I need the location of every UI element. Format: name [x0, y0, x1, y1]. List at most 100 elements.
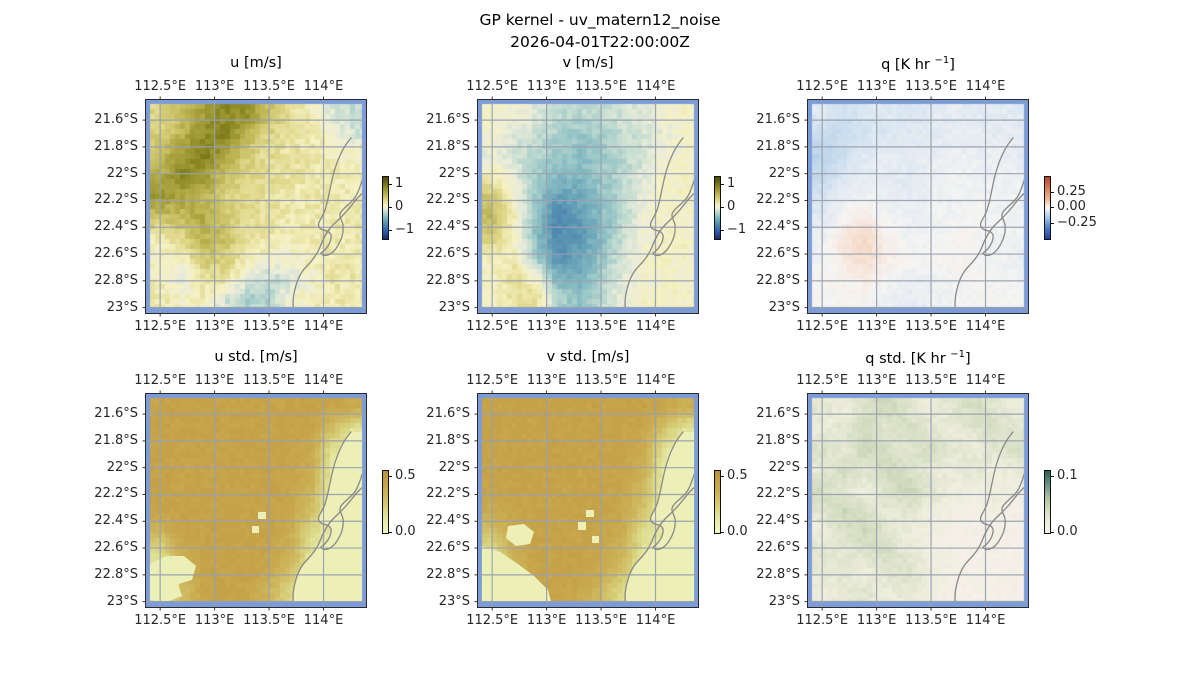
- y-tick-label: 22.2°S: [426, 192, 470, 208]
- x-tick-label: 113°E: [856, 373, 897, 388]
- x-tick-label: 112.5°E: [796, 319, 849, 334]
- x-tick-label: 112.5°E: [466, 319, 519, 334]
- panel-title-v-std: v std. [m/s]: [438, 349, 738, 365]
- x-tick-label: 113.5°E: [905, 319, 958, 334]
- y-tick-label: 22.6°S: [94, 246, 138, 262]
- x-tick-label: 112.5°E: [796, 613, 849, 628]
- colorbar-tick-label: −1: [395, 221, 415, 237]
- map-panel-u-std: [142, 390, 367, 611]
- y-tick-label: 21.6°S: [426, 112, 470, 128]
- y-tick-label: 21.6°S: [94, 406, 138, 422]
- colorbar-tick-label: 0.0: [395, 524, 416, 539]
- colorbar-tick-mark: [1051, 532, 1054, 533]
- coastline-path: [954, 192, 1024, 307]
- y-tick-label: 22.4°S: [426, 219, 470, 235]
- y-tick-label: 23°S: [768, 299, 800, 315]
- x-tick-label: 113°E: [526, 79, 567, 94]
- y-tick-label: 21.8°S: [426, 432, 470, 448]
- x-tick-label: 114°E: [303, 319, 344, 334]
- colorbar-u: 1 0 −1: [382, 176, 442, 242]
- land-area: [293, 432, 362, 601]
- figure-timestamp: 2026-04-01T22:00:00Z: [510, 33, 690, 51]
- y-tick-label: 22.2°S: [94, 486, 138, 502]
- y-tick-label: 22.8°S: [426, 566, 470, 582]
- colorbar-tick-mark: [721, 184, 724, 186]
- y-tick-label: 22.8°S: [94, 566, 138, 582]
- x-tick-label: 112.5°E: [466, 373, 519, 388]
- y-tick-label: 22°S: [438, 459, 470, 475]
- colorbar-tick-mark: [389, 229, 392, 231]
- x-tick-label: 114°E: [965, 613, 1006, 628]
- coastline-path: [954, 486, 1024, 601]
- x-tick-label: 114°E: [965, 79, 1006, 94]
- coastline: [954, 137, 1024, 307]
- heatmap-u: [146, 100, 366, 313]
- coastline: [292, 431, 362, 601]
- axis-tick-marks: [804, 96, 986, 317]
- figure-title: GP kernel - uv_matern12_noise: [479, 11, 721, 29]
- colorbar-tick-label: 1: [727, 176, 736, 192]
- map-overlay-u: [142, 96, 366, 317]
- y-tick-label: 22°S: [768, 459, 800, 475]
- map-panel-q: [804, 96, 1029, 317]
- y-tick-label: 22°S: [106, 165, 138, 181]
- x-tick-label: 113.5°E: [575, 373, 628, 388]
- coastline-path: [624, 192, 694, 307]
- gridlines: [808, 394, 1028, 607]
- x-tick-label: 113.5°E: [905, 373, 958, 388]
- x-tick-label: 114°E: [635, 79, 676, 94]
- map-panel-v: [474, 96, 699, 317]
- colorbar-tick-label: 0.5: [395, 467, 416, 483]
- colorbar-u-std: 0.5 0.0: [382, 467, 442, 539]
- x-tick-label: 112.5°E: [134, 319, 187, 334]
- colorbar-tick-label: 0: [395, 199, 404, 214]
- y-tick-label: 22.6°S: [756, 540, 800, 556]
- y-tick-label: 22.8°S: [756, 272, 800, 288]
- gridlines: [808, 100, 1028, 313]
- coastline-path: [317, 431, 362, 551]
- panel-title-text: q [K hr: [881, 56, 935, 73]
- y-tick-label: 22.4°S: [426, 513, 470, 529]
- x-tick-label: 114°E: [303, 79, 344, 94]
- map-panel-q-std: [804, 390, 1029, 611]
- colorbar-v-std: 0.5 0.0: [714, 468, 774, 539]
- coastline-path: [624, 486, 694, 601]
- map-panel-u: [142, 96, 367, 317]
- gridlines: [146, 394, 366, 607]
- x-tick-label: 114°E: [635, 373, 676, 388]
- y-tick-label: 23°S: [438, 593, 470, 609]
- x-tick-label: 113.5°E: [905, 613, 958, 628]
- gridlines: [146, 100, 366, 313]
- x-tick-label: 113°E: [526, 613, 567, 628]
- colorbar-gradient: [382, 470, 389, 534]
- coastline-path: [979, 137, 1024, 257]
- land-area: [625, 432, 694, 601]
- x-tick-label: 113°E: [194, 613, 235, 628]
- panel-title-text: v [m/s]: [562, 55, 614, 71]
- y-tick-label: 22.8°S: [94, 272, 138, 288]
- colorbar-tick-label: 0.1: [1057, 467, 1078, 483]
- colorbar-tick-label: −0.25: [1057, 214, 1097, 230]
- coastline-path: [649, 137, 694, 257]
- coastline-path: [649, 431, 694, 551]
- y-tick-label: 21.8°S: [94, 432, 138, 448]
- gridlines: [478, 100, 698, 313]
- colorbar-v: 1 0 −1: [714, 176, 774, 242]
- x-tick-label: 114°E: [965, 319, 1006, 334]
- x-tick-label: 113°E: [194, 319, 235, 334]
- x-tick-label: 113.5°E: [575, 319, 628, 334]
- colorbar-tick-mark: [721, 207, 724, 208]
- x-tick-label: 112.5°E: [466, 79, 519, 94]
- map-overlay-v-std: [474, 390, 698, 611]
- x-tick-label: 112.5°E: [134, 613, 187, 628]
- colorbar-q: 0.25 0.00 −0.25: [1044, 176, 1104, 242]
- panel-title-text: q std. [K hr: [865, 350, 951, 367]
- colorbar-gradient: [714, 176, 721, 240]
- colorbar-tick-label: 0.0: [727, 524, 748, 539]
- colorbar-tick-mark: [721, 475, 724, 477]
- y-tick-label: 21.8°S: [426, 138, 470, 154]
- colorbar-tick-mark: [389, 207, 392, 208]
- panel-title-text: u [m/s]: [230, 55, 282, 71]
- panel-title-text: v std. [m/s]: [546, 349, 630, 365]
- shallow-patch: [506, 524, 534, 546]
